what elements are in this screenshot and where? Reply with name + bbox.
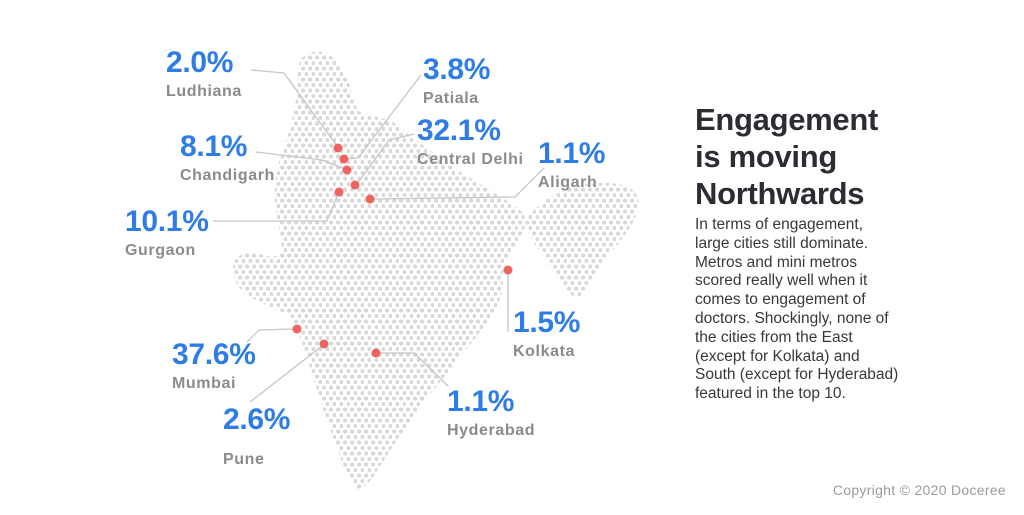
leader-line-chandigarh — [255, 151, 346, 170]
city-label-kolkata: 1.5% Kolkata — [513, 308, 580, 360]
leader-line-ludhiana — [250, 69, 338, 147]
city-percent: 1.1% — [447, 385, 515, 418]
city-percent: 3.8% — [423, 53, 491, 86]
city-marker-central-delhi — [350, 180, 360, 190]
city-marker-pune — [319, 339, 329, 349]
leader-line-hyderabad — [378, 352, 449, 387]
city-marker-mumbai — [292, 324, 302, 334]
city-label-pune: 2.6% Pune — [223, 405, 290, 468]
text-panel: Engagement is moving Northwards — [695, 101, 945, 212]
city-percent: 8.1% — [180, 130, 248, 163]
city-marker-patiala — [339, 154, 349, 164]
city-name: Patiala — [423, 90, 479, 107]
leader-line-pune — [249, 345, 323, 403]
city-label-central-delhi: 32.1% Central Delhi — [417, 116, 524, 168]
india-mainland-silhouette — [233, 51, 526, 489]
city-name: Kolkata — [513, 343, 575, 360]
city-marker-ludhiana — [333, 143, 343, 153]
city-name: Chandigarh — [180, 167, 275, 184]
city-name: Aligarh — [538, 174, 598, 191]
city-label-hyderabad: 1.1% Hyderabad — [447, 387, 535, 439]
city-label-mumbai: 37.6% Mumbai — [172, 340, 256, 392]
city-percent: 1.1% — [538, 137, 606, 170]
city-name: Mumbai — [172, 375, 237, 392]
city-marker-chandigarh — [342, 165, 352, 175]
copyright-text: Copyright © 2020 Doceree — [832, 482, 1006, 498]
city-label-patiala: 3.8% Patiala — [423, 55, 490, 107]
city-marker-gurgaon — [334, 187, 344, 197]
leader-line-mumbai — [246, 328, 295, 343]
city-marker-aligarh — [365, 194, 375, 204]
city-label-ludhiana: 2.0% Ludhiana — [166, 48, 242, 100]
city-label-gurgaon: 10.1% Gurgaon — [125, 207, 209, 259]
city-name: Gurgaon — [125, 242, 196, 259]
city-percent: 1.5% — [513, 306, 581, 339]
city-name: Ludhiana — [166, 83, 242, 100]
city-percent: 10.1% — [125, 205, 209, 238]
description-paragraph: In terms of engagement, large cities sti… — [695, 216, 899, 403]
leader-line-gurgaon — [213, 193, 339, 222]
city-label-aligarh: 1.1% Aligarh — [538, 139, 605, 191]
city-marker-kolkata — [503, 265, 513, 275]
leader-line-aligarh — [372, 167, 545, 200]
page-title: Engagement is moving Northwards — [695, 102, 879, 211]
city-marker-hyderabad — [371, 348, 381, 358]
city-label-chandigarh: 8.1% Chandigarh — [180, 132, 275, 184]
leader-line-central-delhi — [356, 133, 415, 185]
city-name: Hyderabad — [447, 422, 536, 439]
city-percent: 37.6% — [172, 338, 256, 371]
city-name: Central Delhi — [417, 151, 524, 168]
city-percent: 2.6% — [223, 403, 291, 436]
city-percent: 2.0% — [166, 46, 234, 79]
city-name: Pune — [223, 451, 265, 468]
leader-line-patiala — [346, 74, 422, 160]
city-percent: 32.1% — [417, 114, 501, 147]
india-northeast-silhouette — [526, 182, 639, 297]
